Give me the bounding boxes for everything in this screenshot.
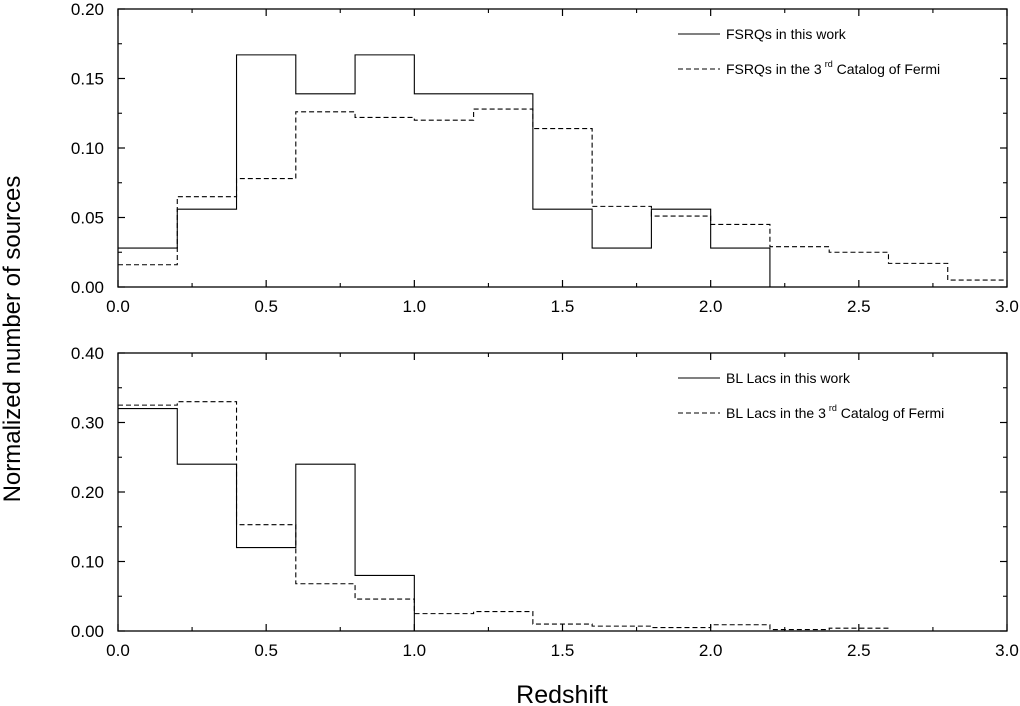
y-tick-label: 0.10 — [71, 553, 104, 572]
series-line-2 — [118, 401, 1007, 632]
y-tick-label: 0.20 — [71, 0, 104, 19]
x-tick-label: 0.0 — [106, 297, 130, 316]
series-line-1 — [118, 54, 1007, 288]
legend-label-1: BL Lacs in this work — [726, 370, 851, 386]
x-tick-label: 3.0 — [995, 297, 1019, 316]
x-tick-label: 2.5 — [847, 297, 871, 316]
x-tick-label: 1.0 — [403, 641, 427, 660]
x-tick-label: 3.0 — [995, 641, 1019, 660]
y-tick-label: 0.00 — [71, 622, 104, 641]
x-tick-label: 0.5 — [254, 297, 278, 316]
series-line-2 — [118, 108, 1007, 281]
plot-frame — [117, 352, 1008, 632]
chart-panels: 0.0 0.5 1.0 1.5 2.0 2.5 3.0 0.00 0.05 0.10 0.15 0.2… — [71, 0, 1019, 660]
y-tick-label: 0.30 — [71, 414, 104, 433]
x-tick-label: 1.5 — [551, 641, 575, 660]
y-tick-label: 0.10 — [71, 139, 104, 158]
x-axis-label: Redshift — [516, 681, 608, 706]
y-tick-label: 0.00 — [71, 278, 104, 297]
y-tick-label: 0.40 — [71, 344, 104, 363]
x-tick-label: 2.0 — [699, 297, 723, 316]
series-line-1 — [118, 408, 1007, 632]
chart-panel-1: 0.0 0.5 1.0 1.5 2.0 2.5 3.0 0.00 0.05 0.10 0.15 0.2… — [71, 0, 1019, 316]
chart-panel-2: 0.0 0.5 1.0 1.5 2.0 2.5 3.0 0.00 0.10 0.20 0.30 0.4… — [71, 344, 1019, 660]
x-tick-label: 2.0 — [699, 641, 723, 660]
plot-frame — [117, 8, 1008, 288]
legend-label-1: FSRQs in this work — [726, 26, 847, 42]
x-tick-label: 1.0 — [403, 297, 427, 316]
y-tick-label: 0.15 — [71, 70, 104, 89]
y-tick-label: 0.20 — [71, 483, 104, 502]
y-tick-label: 0.05 — [71, 209, 104, 228]
x-tick-label: 1.5 — [551, 297, 575, 316]
x-tick-label: 0.0 — [106, 641, 130, 660]
x-tick-label: 0.5 — [254, 641, 278, 660]
x-tick-label: 2.5 — [847, 641, 871, 660]
y-axis-label: Normalized number of sources — [0, 176, 26, 503]
